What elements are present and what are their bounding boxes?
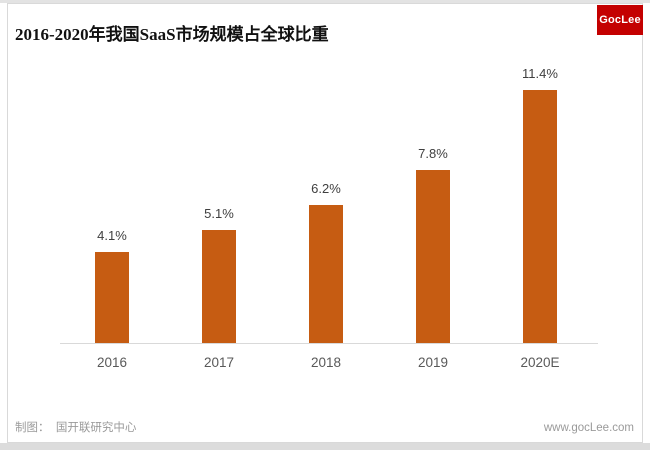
bar-2019 <box>416 170 450 343</box>
top-edge-strip <box>0 0 650 3</box>
x-axis-tick-label-2018: 2018 <box>310 355 342 370</box>
bottom-edge-strip <box>0 443 650 450</box>
chart-credit: 制图： 国开联研究中心 <box>15 421 136 435</box>
chart-title: 2016-2020年我国SaaS市场规模占全球比重 <box>15 25 329 44</box>
bar-value-label-2020E: 11.4% <box>522 66 558 81</box>
chart-credit-value: 国开联研究中心 <box>55 422 137 434</box>
x-axis-tick-label-2019: 2019 <box>417 355 449 370</box>
bar-value-label-2016: 4.1% <box>97 228 127 243</box>
website-url: www.gocLee.com <box>543 422 634 434</box>
bar-2018 <box>309 205 343 343</box>
bar-value-label-2019: 7.8% <box>418 146 448 161</box>
bar-2016 <box>95 252 129 343</box>
chart-card: 2016-2020年我国SaaS市场规模占全球比重 GocLee 4.1% 201… <box>7 3 643 443</box>
brand-logo: GocLee <box>597 5 643 35</box>
bar-value-label-2018: 6.2% <box>311 181 341 196</box>
x-axis-tick-label-2020E: 2020E <box>520 355 560 370</box>
bar-chart-plot-area: 4.1% 2016 5.1% 2017 6.2% 2018 7.8% 2019 11.4% 202… <box>60 4 598 370</box>
bar-value-label-2017: 5.1% <box>204 206 234 221</box>
chart-credit-label: 制图： <box>15 422 50 434</box>
x-axis-line <box>60 343 598 344</box>
x-axis-tick-label-2016: 2016 <box>96 355 128 370</box>
bar-2017 <box>202 230 236 343</box>
x-axis-tick-label-2017: 2017 <box>203 355 235 370</box>
bar-2020E <box>523 90 557 343</box>
